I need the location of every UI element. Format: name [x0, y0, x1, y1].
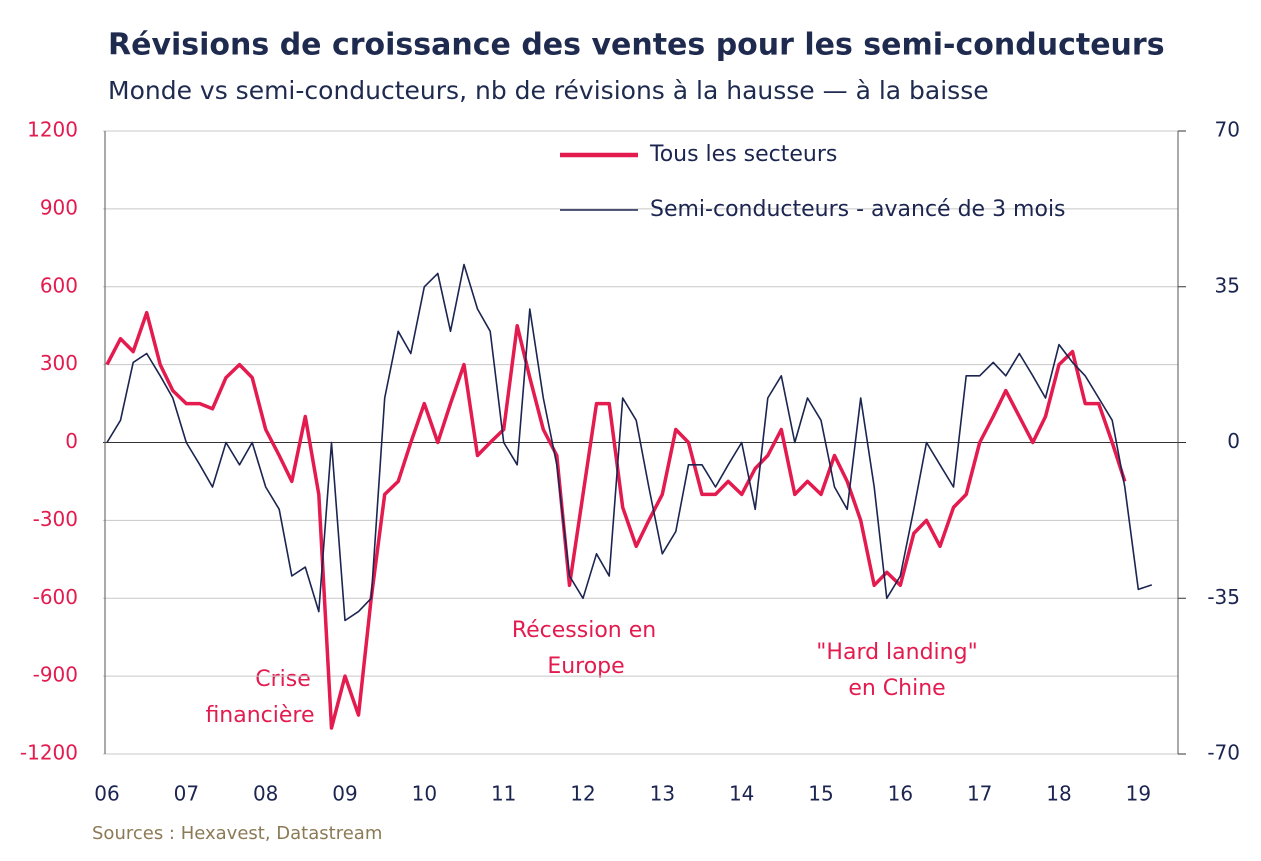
annotation: en Chine	[848, 676, 945, 701]
y2-tick-label: -35	[1207, 585, 1240, 609]
y-tick-label: -1200	[20, 741, 78, 765]
y2-tick-label: 0	[1227, 429, 1240, 453]
y-tick-label: -900	[33, 663, 78, 687]
y-tick-label: 1200	[27, 118, 78, 142]
x-tick-label: 16	[888, 782, 913, 806]
y-tick-label: 600	[40, 273, 78, 297]
x-tick-label: 07	[174, 782, 199, 806]
source: Sources : Hexavest, Datastream	[92, 823, 382, 844]
y-tick-label: -300	[33, 507, 78, 531]
y2-tick-label: -70	[1207, 741, 1240, 765]
annotations: Crise financière Récession en Europe "Ha…	[205, 618, 977, 728]
annotation: financière	[205, 703, 314, 728]
chart-subtitle: Monde vs semi-conducteurs, nb de révisio…	[108, 76, 989, 105]
x-tick-label: 08	[253, 782, 278, 806]
y2-tick-label: 70	[1215, 118, 1240, 142]
y-tick-label: 0	[65, 429, 78, 453]
y-tick-label: -600	[33, 585, 78, 609]
x-tick-label: 06	[94, 782, 119, 806]
x-tick-label: 09	[332, 782, 357, 806]
annotation: Europe	[547, 654, 624, 679]
legend-label: Tous les secteurs	[649, 142, 837, 167]
annotation: Crise	[255, 667, 311, 692]
x-tick-label: 13	[650, 782, 675, 806]
series-line	[106, 263, 1153, 622]
legend-label: Semi-conducteurs - avancé de 3 mois	[650, 197, 1066, 222]
series-line	[105, 310, 1127, 730]
y-tick-label: 900	[40, 195, 78, 219]
x-tick-label: 10	[412, 782, 437, 806]
x-tick-label: 11	[491, 782, 516, 806]
y-tick-label: 300	[40, 351, 78, 375]
x-tick-label: 19	[1126, 782, 1151, 806]
chart-title: Révisions de croissance des ventes pour …	[108, 28, 1165, 63]
x-tick-label: 14	[729, 782, 754, 806]
x-tick-label: 15	[808, 782, 833, 806]
x-tick-label: 12	[570, 782, 595, 806]
x-tick-label: 18	[1046, 782, 1071, 806]
annotation: Récession en	[512, 618, 656, 643]
annotation: "Hard landing"	[816, 640, 977, 665]
y2-tick-label: 35	[1215, 273, 1240, 297]
x-tick-label: 17	[967, 782, 992, 806]
